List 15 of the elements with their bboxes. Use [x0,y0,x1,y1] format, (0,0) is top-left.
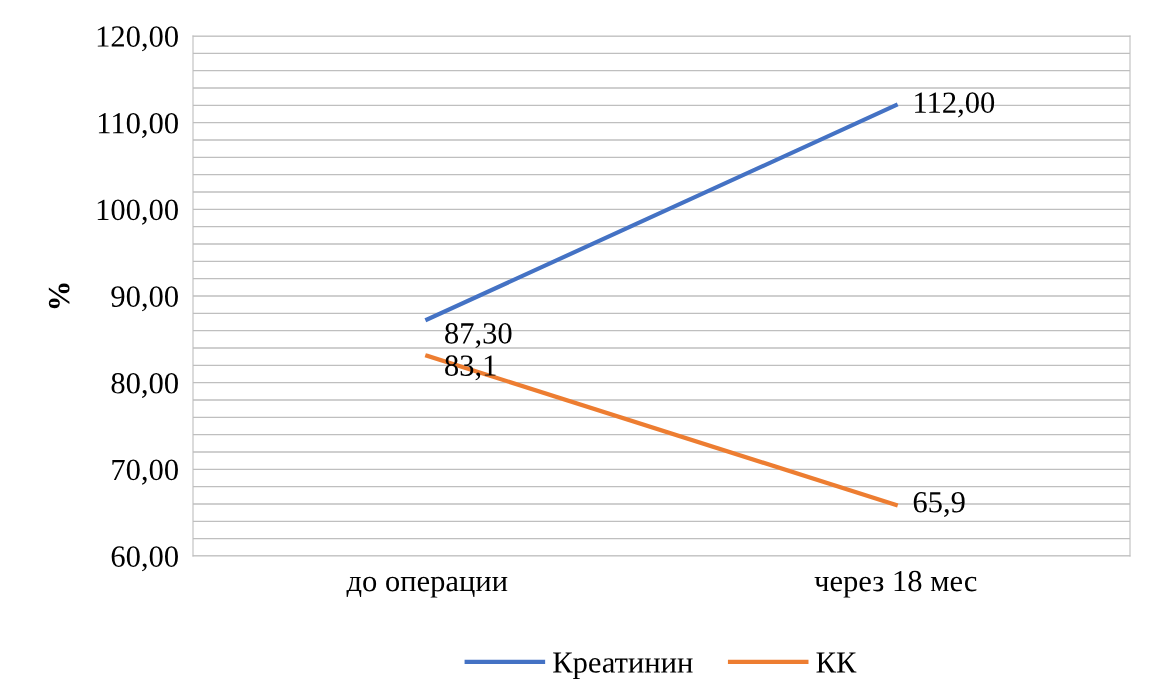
y-tick-label: 70,00 [112,459,178,485]
data-label: 87,30 [445,323,512,349]
y-tick-label: 60,00 [111,546,178,572]
data-label: 112,00 [915,92,995,118]
y-tick-label: 100,00 [97,199,178,225]
x-tick-label: до операции [346,576,508,598]
data-label: 65,9 [913,491,965,517]
x-tick-label: через 18 мес [814,570,977,598]
y-axis-title: % [48,283,70,309]
y-tick-label: 80,00 [111,372,178,398]
legend-label: Креатинин [553,652,693,679]
y-tick-label: 90,00 [111,286,178,312]
y-tick-label: 120,00 [97,26,178,52]
legend-label: КК [816,652,857,673]
y-tick-label: 110,00 [98,112,178,138]
